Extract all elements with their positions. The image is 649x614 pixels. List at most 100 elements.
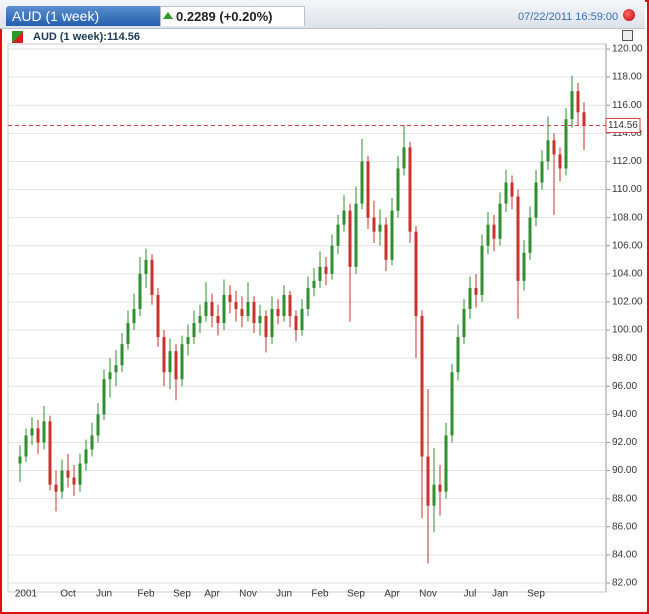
x-tick-label: 2001 — [15, 589, 38, 600]
x-tick-label: Feb — [137, 589, 155, 600]
candle-body — [420, 316, 424, 457]
candle-body — [192, 323, 196, 338]
minimize-button[interactable] — [622, 30, 633, 41]
y-tick-label: 120.00 — [612, 44, 643, 55]
candle-body — [486, 224, 490, 246]
candle-body — [234, 301, 238, 309]
candle-body — [120, 344, 124, 366]
candle-body — [288, 294, 292, 316]
candle-body — [138, 273, 142, 309]
candle-body — [312, 280, 316, 288]
candle-body — [54, 484, 58, 492]
candle-body — [480, 245, 484, 295]
candle-body — [300, 308, 304, 331]
price-change: 0.2289 (+0.20%) — [176, 9, 273, 24]
tab-change — [160, 6, 305, 26]
y-tick-label: 102.00 — [612, 297, 643, 308]
candle-body — [576, 91, 580, 113]
header-bar: AUD (1 week) 0.2289 (+0.20%) 07/22/2011 … — [0, 0, 645, 29]
candle-body — [282, 294, 286, 316]
candle-body — [72, 477, 76, 485]
candle-body — [180, 344, 184, 380]
candle-body — [294, 316, 298, 331]
candle-body — [228, 294, 232, 302]
candle-body — [174, 351, 178, 380]
candle-body — [162, 337, 166, 373]
x-tick-label: Oct — [60, 589, 76, 600]
candle-body — [372, 217, 376, 232]
candle-body — [114, 365, 118, 373]
candle-body — [402, 147, 406, 169]
candle-body — [270, 308, 274, 338]
candle-body — [198, 316, 202, 324]
candle-body — [552, 140, 556, 155]
timestamp: 07/22/2011 16:59:00 — [518, 11, 619, 23]
y-tick-label: 112.00 — [612, 156, 642, 167]
tab-title[interactable]: AUD (1 week) — [6, 6, 162, 26]
y-tick-label: 116.00 — [612, 100, 642, 111]
candle-body — [540, 161, 544, 183]
candle-body — [108, 372, 112, 380]
candle-body — [48, 421, 52, 485]
y-tick-label: 106.00 — [612, 240, 643, 251]
candle-body — [144, 259, 148, 274]
y-tick-label: 118.00 — [612, 72, 642, 83]
candle-body — [528, 217, 532, 253]
candle-body — [522, 252, 526, 281]
candle-body — [102, 379, 106, 415]
candle-body — [582, 112, 586, 126]
candle-body — [168, 351, 172, 373]
candle-body — [426, 456, 430, 506]
candle-body — [324, 266, 328, 274]
x-tick-label: Apr — [204, 589, 220, 600]
x-tick-label: Apr — [384, 589, 400, 600]
candle-body — [360, 161, 364, 204]
candle-body — [354, 203, 358, 267]
candle-body — [378, 224, 382, 232]
x-tick-label: Sep — [527, 589, 545, 600]
y-tick-label: 96.00 — [612, 381, 637, 392]
candle-body — [36, 428, 40, 443]
candle-body — [210, 301, 214, 316]
y-tick-label: 92.00 — [612, 437, 637, 448]
candle-body — [84, 449, 88, 464]
x-tick-label: Jul — [464, 589, 477, 600]
y-tick-label: 110.00 — [612, 184, 642, 195]
candle-body — [396, 168, 400, 211]
legend-icon — [12, 31, 23, 43]
candle-body — [276, 308, 280, 316]
candle-body — [240, 308, 244, 316]
candle-body — [318, 266, 322, 281]
candle-body — [558, 154, 562, 169]
y-tick-label: 84.00 — [612, 550, 637, 561]
y-tick-label: 88.00 — [612, 493, 637, 504]
candle-body — [456, 337, 460, 373]
x-tick-label: Nov — [239, 589, 257, 600]
candle-body — [498, 203, 502, 239]
candle-body — [66, 470, 70, 478]
close-button[interactable] — [623, 9, 635, 21]
candle-body — [390, 210, 394, 260]
x-tick-label: Feb — [311, 589, 329, 600]
candle-body — [492, 224, 496, 239]
x-tick-label: Nov — [419, 589, 437, 600]
candle-body — [534, 182, 538, 218]
candle-body — [204, 301, 208, 316]
candle-body — [156, 294, 160, 338]
candle-body — [384, 224, 388, 260]
candle-body — [450, 372, 454, 436]
candle-body — [444, 435, 448, 492]
last-price-label: 114.56 — [608, 120, 638, 131]
candle-body — [186, 337, 190, 345]
candle-body — [216, 316, 220, 324]
x-tick-label: Sep — [173, 589, 191, 600]
up-arrow — [163, 12, 173, 19]
y-tick-label: 94.00 — [612, 409, 637, 420]
candle-body — [222, 294, 226, 324]
candle-body — [504, 182, 508, 204]
candle-body — [60, 470, 64, 492]
candle-body — [18, 456, 22, 464]
candle-body — [546, 140, 550, 162]
